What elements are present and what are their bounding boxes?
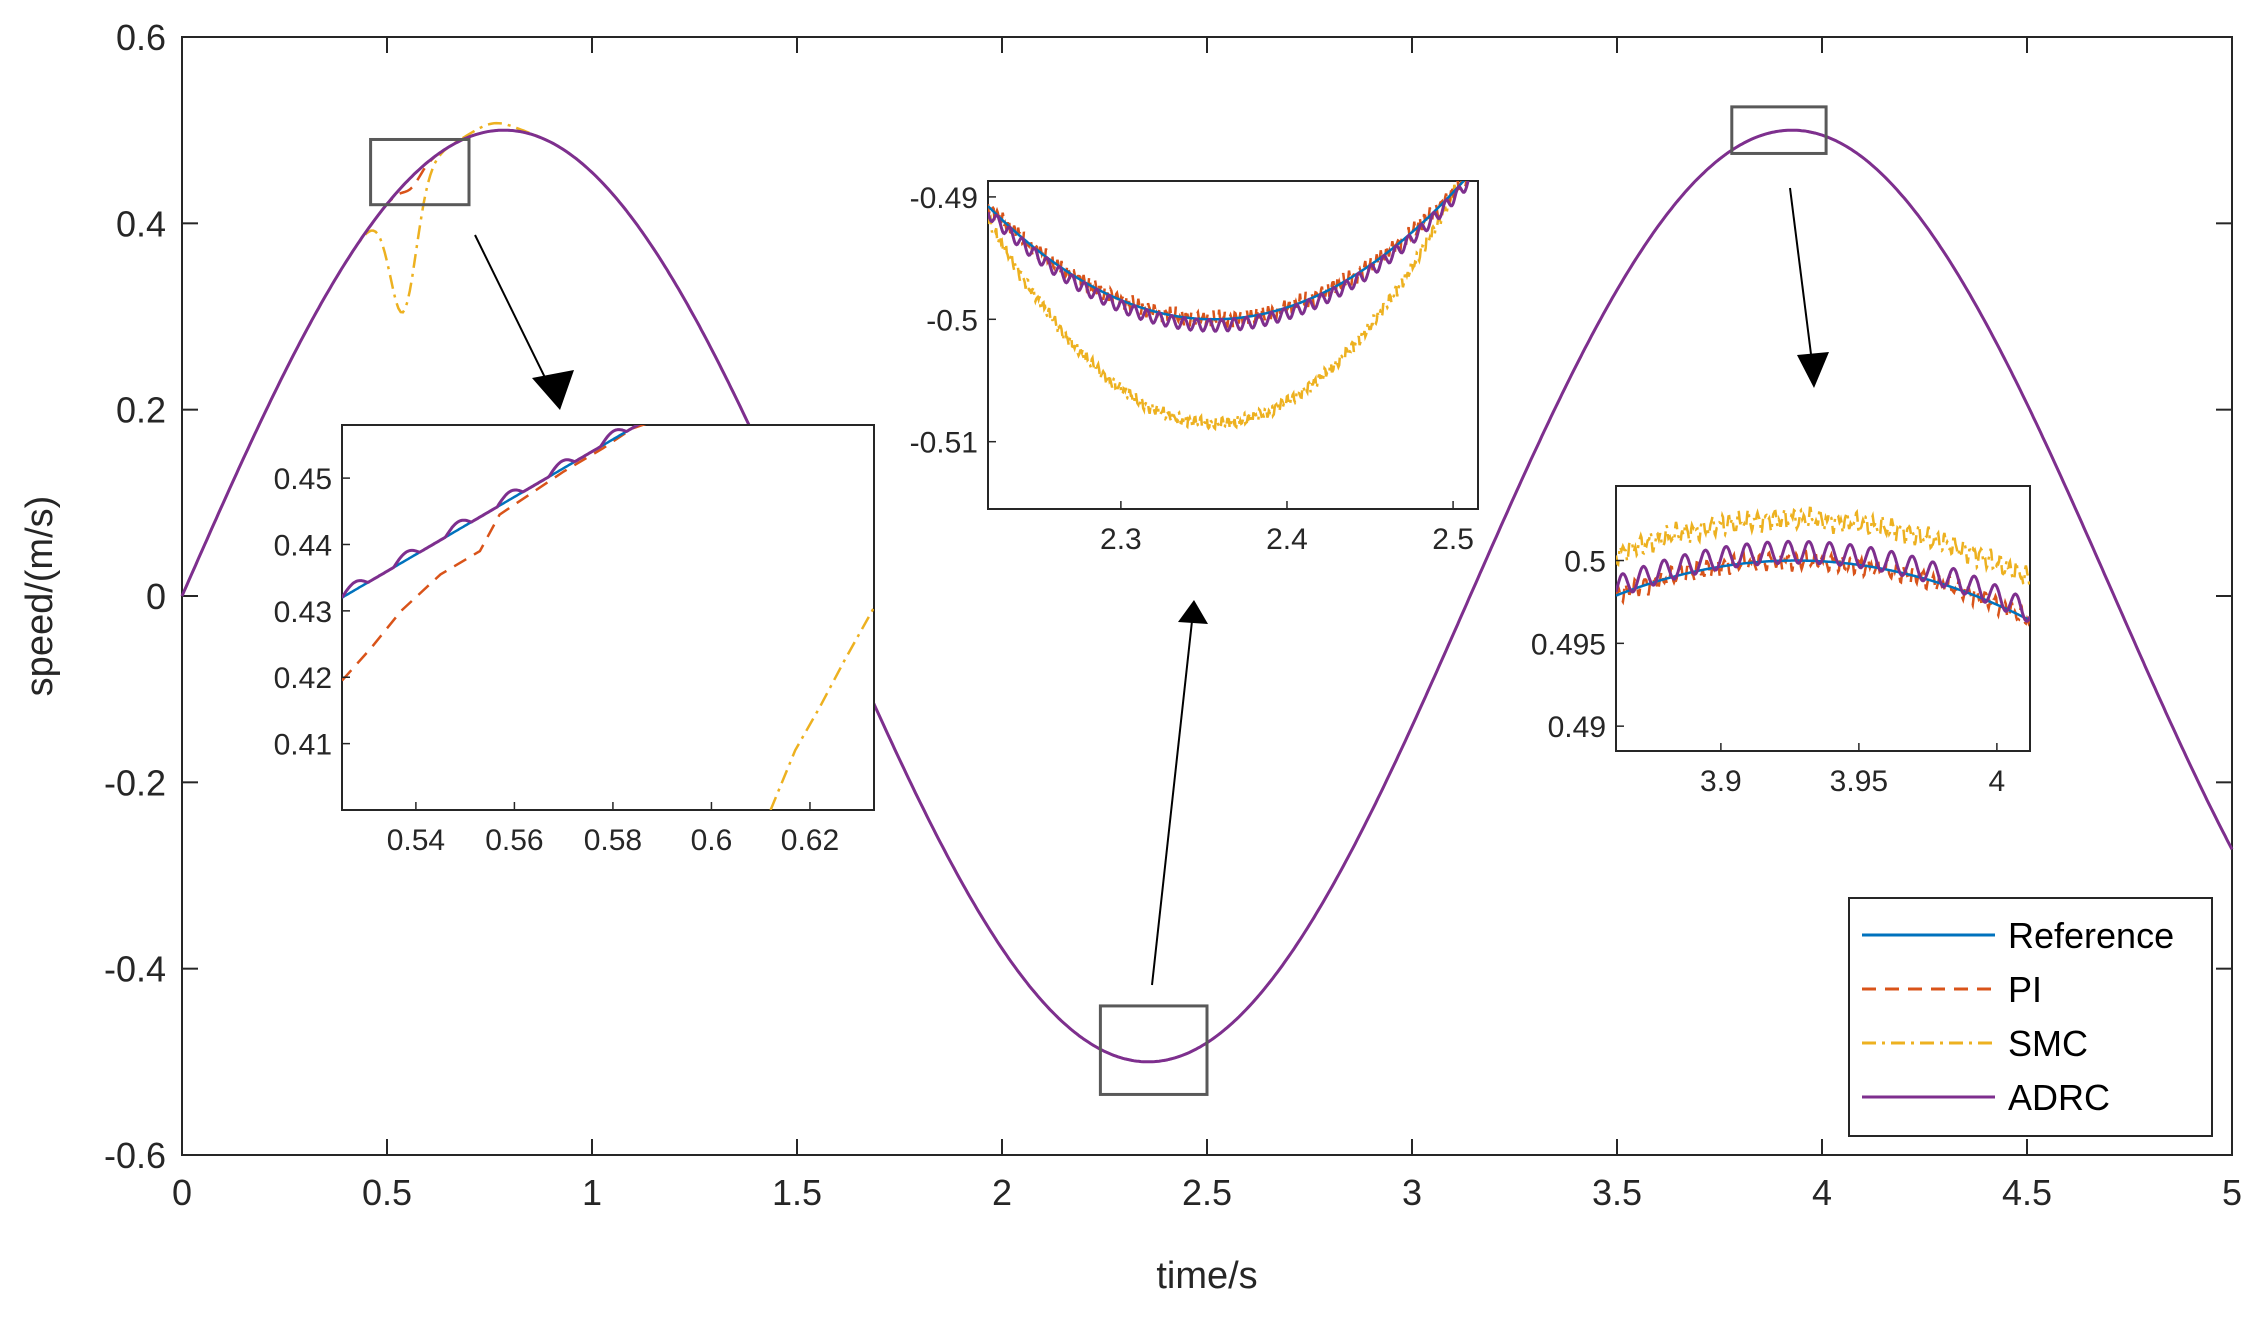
inset2-x-tick-label: 2.5 [1432, 523, 1474, 556]
inset2-series-group [988, 181, 1470, 433]
inset1-y-tick-label: 0.45 [274, 463, 332, 496]
legend-label-adrc: ADRC [2008, 1077, 2110, 1118]
x-tick-label: 0.5 [362, 1172, 412, 1213]
inset2-series-adrc [988, 181, 1470, 333]
x-tick-label: 2 [992, 1172, 1012, 1213]
x-tick-label: 3.5 [1592, 1172, 1642, 1213]
inset-2-plot-area [987, 180, 1479, 510]
y-tick-label: -0.6 [104, 1135, 166, 1176]
inset2-y-tick-label: -0.51 [910, 427, 978, 460]
inset3-series-group [1616, 505, 2030, 627]
y-tick-label: 0.4 [116, 203, 166, 244]
y-tick-label: 0 [146, 576, 166, 617]
zoom-arrowhead-2 [1178, 600, 1208, 624]
inset2-x-tick-label: 2.4 [1266, 523, 1308, 556]
y-tick-label: 0.2 [116, 390, 166, 431]
inset-3-series [1616, 505, 2030, 627]
x-tick-label: 4 [1812, 1172, 1832, 1213]
inset-1: 0.54 0.56 0.58 0.6 0.62 0.41 0.42 0.43 0.44 0.45 [274, 424, 875, 857]
inset1-x-tick-label: 0.62 [781, 824, 839, 857]
inset-2-ticks: 2.3 2.4 2.5 -0.51 -0.5 -0.49 [910, 182, 1474, 556]
legend-entries: Reference PI SMC ADRC [1862, 915, 2174, 1118]
inset1-x-tick-label: 0.58 [584, 824, 642, 857]
x-tick-label: 5 [2222, 1172, 2242, 1213]
x-tick-label: 0 [172, 1172, 192, 1213]
inset3-x-tick-label: 3.9 [1700, 765, 1742, 798]
inset1-series-group [342, 425, 874, 810]
inset1-series-adrc [342, 425, 641, 599]
y-axis-title: speed/(m/s) [19, 496, 61, 697]
inset-3: 3.9 3.95 4 0.49 0.495 0.5 [1531, 485, 2031, 798]
x-tick-label: 1.5 [772, 1172, 822, 1213]
y-tick-label: -0.2 [104, 762, 166, 803]
zoom-arrowhead-1 [532, 370, 574, 410]
x-tick-label: 1 [582, 1172, 602, 1213]
zoom-box-1 [369, 137, 471, 207]
inset1-y-tick-label: 0.44 [274, 529, 332, 562]
inset-1-plot-area [341, 424, 875, 811]
inset2-x-tick-label: 2.3 [1100, 523, 1142, 556]
y-tick-label: -0.4 [104, 949, 166, 990]
inset-2-series [988, 181, 1470, 433]
x-tick-label: 4.5 [2002, 1172, 2052, 1213]
zoom-box-2 [1098, 1004, 1209, 1096]
inset3-y-tick-label: 0.5 [1564, 546, 1606, 579]
legend-label-pi: PI [2008, 969, 2042, 1010]
y-tick-label: 0.6 [116, 17, 166, 58]
inset1-y-tick-label: 0.42 [274, 662, 332, 695]
inset3-x-tick-label: 4 [1989, 765, 2006, 798]
zoom-arrow-3 [1789, 187, 1814, 371]
x-tick-label: 2.5 [1182, 1172, 1232, 1213]
inset1-x-tick-label: 0.6 [691, 824, 733, 857]
inset2-y-tick-label: -0.49 [910, 182, 978, 215]
inset1-series-pi [342, 425, 647, 682]
inset1-x-tick-label: 0.56 [485, 824, 543, 857]
inset1-y-tick-label: 0.43 [274, 596, 332, 629]
inset2-series-smc [988, 181, 1465, 433]
legend-label-reference: Reference [2008, 915, 2174, 956]
zoom-arrowhead-3 [1797, 352, 1829, 388]
inset-2: 2.3 2.4 2.5 -0.51 -0.5 -0.49 [910, 180, 1479, 556]
inset3-y-tick-label: 0.495 [1531, 628, 1606, 661]
inset1-y-tick-label: 0.41 [274, 729, 332, 762]
zoom-arrows [474, 187, 1829, 986]
inset-1-series [342, 425, 874, 810]
zoom-boxes [369, 105, 1828, 1096]
inset3-series-smc [1616, 505, 2030, 588]
legend: Reference PI SMC ADRC [1848, 897, 2213, 1137]
x-tick-label: 3 [1402, 1172, 1422, 1213]
main-ticks: 0 0.5 1 1.5 2 2.5 3 3.5 4 4.5 5 -0.6 -0.4 -0.2 0 0.2 0.4… [104, 17, 2242, 1213]
inset-3-ticks: 3.9 3.95 4 0.49 0.495 0.5 [1531, 546, 2005, 798]
inset3-x-tick-label: 3.95 [1830, 765, 1888, 798]
zoom-box-3 [1730, 105, 1828, 155]
zoom-arrow-1 [474, 234, 557, 401]
inset1-series-smc [769, 606, 874, 810]
inset3-y-tick-label: 0.49 [1548, 711, 1606, 744]
legend-label-smc: SMC [2008, 1023, 2088, 1064]
inset-1-ticks: 0.54 0.56 0.58 0.6 0.62 0.41 0.42 0.43 0.44 0.45 [274, 463, 840, 857]
inset3-series-adrc [1616, 539, 2030, 623]
x-axis-title: time/s [1156, 1255, 1257, 1297]
zoom-arrow-2 [1151, 611, 1194, 986]
inset2-y-tick-label: -0.5 [926, 304, 978, 337]
inset1-x-tick-label: 0.54 [387, 824, 445, 857]
